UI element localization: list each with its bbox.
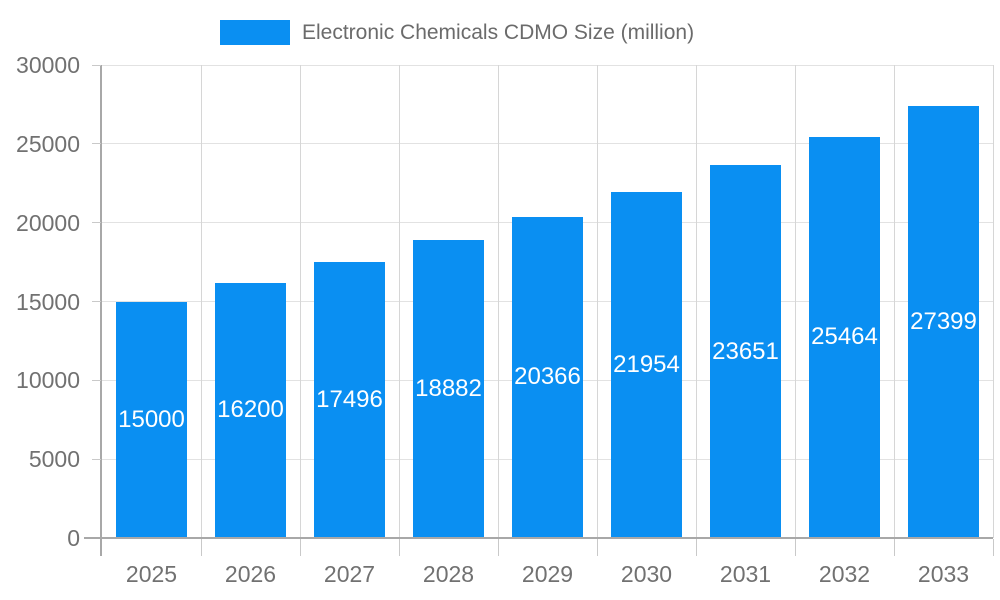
bar-2026[interactable]: 16200	[215, 282, 286, 538]
x-tick-label: 2025	[125, 561, 178, 587]
legend-label: Electronic Chemicals CDMO Size (million)	[302, 20, 695, 44]
y-tick-label: 5000	[28, 446, 80, 473]
x-tick-label: 2029	[521, 561, 574, 587]
x-tick-mark	[893, 539, 895, 556]
v-gridline	[200, 65, 202, 538]
bar-2025[interactable]: 15000	[116, 301, 187, 538]
x-tick-label: 2028	[422, 561, 475, 587]
h-gridline	[102, 143, 993, 145]
bar-2029[interactable]: 20366	[512, 216, 583, 538]
y-tick-label: 30000	[16, 52, 80, 78]
y-axis-line	[100, 65, 102, 556]
y-tick-label: 20000	[16, 209, 80, 236]
bar-value-label: 27399	[910, 307, 977, 335]
x-tick-label: 2032	[818, 561, 871, 587]
v-gridline	[695, 65, 697, 538]
y-tick-mark	[92, 143, 101, 145]
v-gridline	[893, 65, 895, 538]
y-tick-mark	[92, 222, 101, 224]
bar-value-label: 18882	[415, 375, 482, 403]
x-tick-mark	[200, 539, 202, 556]
bar-2027[interactable]: 17496	[314, 262, 385, 538]
bar-value-label: 25464	[811, 323, 878, 351]
v-gridline	[794, 65, 796, 538]
bar-2031[interactable]: 23651	[710, 165, 781, 538]
bar-value-label: 16200	[217, 396, 284, 424]
y-tick-label: 15000	[16, 288, 80, 315]
v-gridline	[596, 65, 598, 538]
x-tick-label: 2027	[323, 561, 376, 587]
x-tick-label: 2031	[719, 561, 772, 587]
y-tick-label: 10000	[16, 367, 80, 394]
x-tick-label: 2026	[224, 561, 277, 587]
x-tick-label: 2033	[917, 561, 970, 587]
x-tick-mark	[398, 539, 400, 556]
plot-area: 15000 16200 17496 18882 20366 21954 23651 25464…	[102, 64, 994, 538]
bar-value-label: 20366	[514, 363, 581, 391]
y-tick-mark	[92, 458, 101, 460]
x-axis-line	[84, 537, 993, 539]
x-tick-label: 2030	[620, 561, 673, 587]
bar-2032[interactable]: 25464	[809, 136, 880, 538]
h-gridline	[102, 64, 993, 66]
bar-2028[interactable]: 18882	[413, 240, 484, 538]
v-gridline	[992, 65, 994, 538]
y-tick-label: 25000	[16, 130, 80, 157]
y-tick-mark	[92, 301, 101, 302]
bar-2030[interactable]: 21954	[611, 191, 682, 538]
x-tick-mark	[497, 539, 499, 556]
bar-value-label: 23651	[712, 337, 779, 365]
bar-2033[interactable]: 27399	[908, 106, 979, 538]
v-gridline	[497, 65, 499, 538]
bar-value-label: 21954	[613, 350, 680, 378]
y-tick-mark	[92, 379, 101, 381]
y-tick-label: 0	[67, 525, 80, 551]
legend-swatch-icon	[220, 20, 290, 45]
x-tick-mark	[695, 539, 697, 556]
v-gridline	[398, 65, 400, 538]
bar-value-label: 15000	[118, 405, 185, 433]
chart-legend: Electronic Chemicals CDMO Size (million)	[220, 20, 694, 45]
x-tick-mark	[992, 539, 994, 556]
x-tick-mark	[299, 539, 301, 556]
x-tick-mark	[596, 539, 598, 556]
v-gridline	[299, 65, 301, 538]
bar-value-label: 17496	[316, 386, 383, 414]
x-tick-mark	[794, 539, 796, 556]
y-tick-mark	[92, 64, 101, 66]
